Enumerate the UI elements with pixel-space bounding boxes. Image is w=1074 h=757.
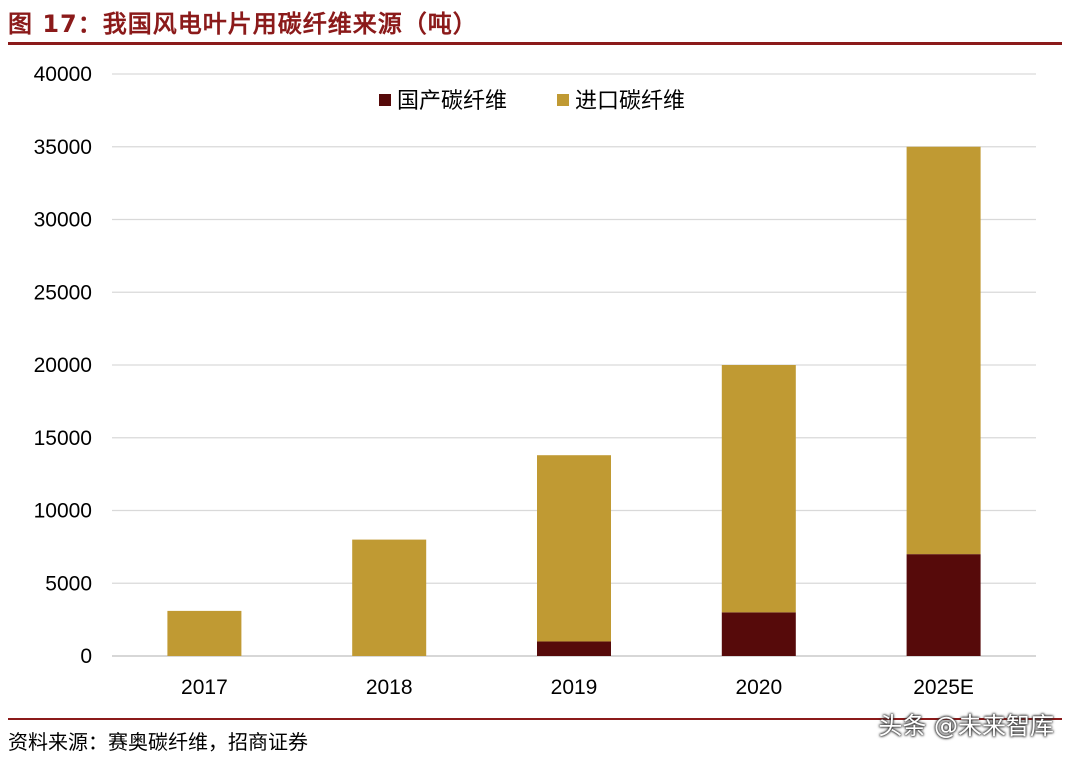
- y-tick-label: 25000: [34, 281, 92, 304]
- x-tick-label: 2018: [366, 676, 413, 699]
- chart-title: 图 17：我国风电叶片用碳纤维来源（吨）: [8, 10, 478, 38]
- bar-segment-domestic: [906, 554, 981, 656]
- legend: 国产碳纤维 进口碳纤维: [379, 89, 685, 114]
- bar-segment-imported: [721, 365, 796, 613]
- bar-segment-imported: [352, 539, 427, 656]
- stacked-bar-chart: 0 5000 10000 15000 20000 25000 30000 35000 40000…: [34, 63, 1036, 699]
- bar-segment-imported: [906, 146, 981, 555]
- legend-label: 国产碳纤维: [397, 89, 507, 114]
- watermark: 头条 @未来智库: [878, 712, 1054, 740]
- y-tick-label: 35000: [34, 136, 92, 159]
- x-tick-label: 2019: [551, 676, 598, 699]
- y-tick-label: 5000: [45, 572, 92, 595]
- y-tick-label: 0: [80, 645, 92, 668]
- bar-segment-imported: [167, 610, 242, 656]
- footer-divider: [8, 718, 1062, 720]
- legend-swatch: [379, 94, 391, 106]
- x-tick-label: 2017: [181, 676, 228, 699]
- x-tick-label: 2020: [735, 676, 782, 699]
- y-tick-label: 15000: [34, 427, 92, 450]
- y-tick-label: 40000: [34, 63, 92, 86]
- legend-swatch: [557, 94, 569, 106]
- x-axis-ticks: 2017 2018 2019 2020 2025E: [181, 676, 974, 699]
- bars: [167, 146, 981, 656]
- legend-label: 进口碳纤维: [575, 89, 685, 114]
- y-tick-label: 20000: [34, 354, 92, 377]
- gridlines: [112, 73, 1036, 657]
- source-note: 资料来源：赛奥碳纤维，招商证券: [8, 730, 308, 754]
- y-tick-label: 30000: [34, 209, 92, 232]
- bar-segment-imported: [537, 455, 611, 642]
- x-tick-label: 2025E: [913, 676, 974, 699]
- bar-segment-domestic: [537, 641, 611, 656]
- y-tick-label: 10000: [34, 500, 92, 523]
- y-axis-ticks: 0 5000 10000 15000 20000 25000 30000 35000 40000: [34, 63, 92, 668]
- title-divider: [8, 42, 1062, 45]
- bar-segment-domestic: [721, 612, 796, 656]
